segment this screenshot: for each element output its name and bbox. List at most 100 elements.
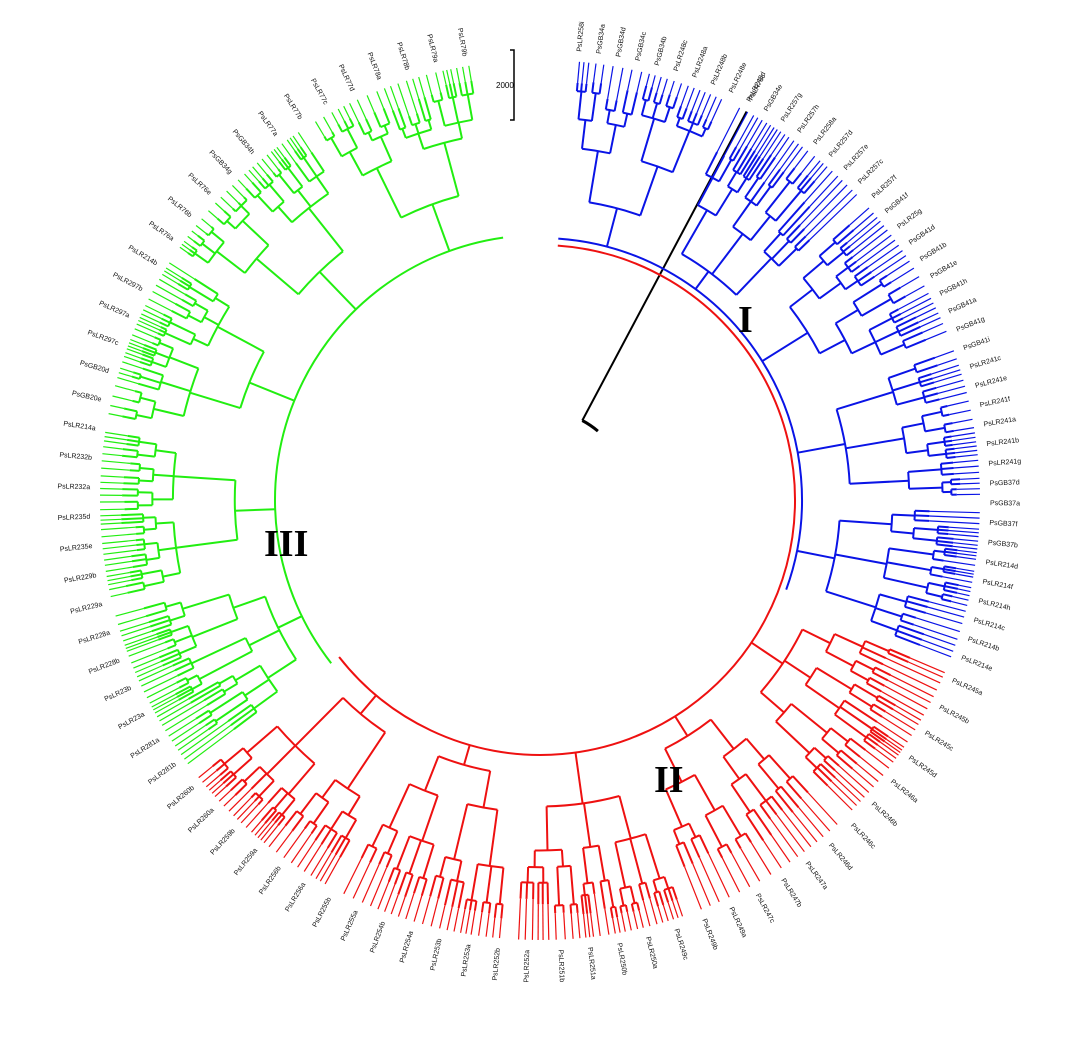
internal-branch-i: [701, 128, 707, 137]
leaf-branch-iii: [171, 722, 200, 742]
internal-branch-i: [797, 239, 811, 252]
internal-branch-iii: [169, 614, 186, 622]
internal-branch-iii: [155, 521, 174, 525]
internal-arc-iii: [185, 677, 190, 684]
tree-leaf-labels: PsLR258i PsGB34a PsGB34d PsGB34c PsGB34b PsLR…: [57, 21, 1021, 983]
leaf-branch-ii: [642, 900, 651, 927]
leaf-branch-iii: [208, 210, 218, 219]
internal-branch-i: [639, 166, 659, 216]
leaf-label: PsGB34d: [615, 27, 627, 58]
leaf-branch-ii: [263, 824, 279, 844]
internal-branch-ii: [457, 882, 465, 909]
leaf-branch-ii: [800, 798, 831, 832]
leaf-branch-iii: [323, 116, 333, 133]
leaf-branch-ii: [721, 857, 741, 893]
leaf-branch-iii: [191, 230, 199, 237]
internal-branch-iii: [423, 96, 432, 120]
internal-arc-iii: [151, 469, 155, 482]
internal-branch-ii: [560, 849, 564, 867]
internal-branch-iii: [141, 350, 155, 357]
leaf-label: PsLR257g: [780, 92, 804, 123]
internal-branch-i: [925, 592, 943, 598]
leaf-label: PsLR254b: [369, 921, 387, 954]
internal-branch-ii: [866, 736, 879, 746]
leaf-branch-ii: [446, 906, 453, 931]
internal-branch-iii: [139, 467, 154, 471]
leaf-branch-iii: [356, 99, 367, 120]
leaf-branch-i: [803, 184, 848, 230]
leaf-branch-iii: [128, 641, 166, 657]
leaf-branch-iii: [107, 575, 131, 582]
leaf-label: PsLR245b: [938, 704, 970, 725]
internal-branch-i: [839, 241, 848, 249]
internal-branch-iii: [184, 293, 197, 302]
leaf-branch-i: [701, 94, 712, 116]
leaf-branch-iii: [252, 166, 263, 179]
internal-branch-iii: [417, 98, 427, 122]
internal-branch-iii: [175, 538, 238, 549]
internal-branch-iii: [197, 234, 206, 242]
leaf-branch-iii: [446, 69, 451, 85]
leaf-branch-i: [934, 350, 955, 359]
internal-branch-iii: [179, 645, 197, 655]
internal-branch-iii: [194, 302, 209, 312]
leaf-branch-ii: [730, 852, 751, 888]
leaf-branch-i: [933, 373, 962, 383]
internal-branch-iii: [154, 336, 161, 341]
leaf-label: PsLR248b: [710, 53, 729, 86]
internal-branch-ii: [775, 720, 811, 754]
leaf-label: PsLR254a: [399, 930, 415, 963]
internal-branch-i: [697, 177, 714, 206]
internal-arc-iii: [182, 368, 200, 417]
internal-arc-ii: [409, 835, 434, 846]
internal-branch-iii: [445, 84, 451, 99]
internal-arc-iii: [341, 147, 358, 158]
leaf-branch-i: [927, 606, 965, 618]
internal-branch-i: [663, 106, 671, 123]
internal-branch-iii: [158, 633, 173, 641]
leaf-branch-iii: [104, 555, 132, 561]
leaf-branch-ii: [439, 905, 446, 929]
leaf-branch-i: [954, 445, 977, 450]
leaf-label: PsLR245c: [923, 730, 955, 753]
leaf-branch-iii: [331, 112, 339, 125]
internal-branch-iii: [253, 690, 278, 710]
internal-branch-iii: [129, 469, 140, 472]
leaf-branch-iii: [142, 309, 162, 320]
internal-branch-ii: [784, 659, 811, 679]
leaf-branch-iii: [261, 158, 274, 174]
internal-arc-ii: [405, 871, 414, 876]
leaf-branch-iii: [349, 103, 360, 123]
internal-branch-i: [905, 338, 927, 349]
internal-branch-iii: [375, 167, 402, 219]
leaf-label: PsLR253b: [430, 938, 444, 972]
leaf-label: PsLR79a: [425, 34, 439, 64]
internal-arc-iii: [142, 526, 146, 534]
leaf-branch-i: [686, 87, 695, 109]
internal-branch-i: [796, 174, 809, 189]
internal-branch-i: [901, 422, 924, 429]
leaf-branch-iii: [244, 173, 253, 184]
internal-branch-i: [906, 449, 929, 455]
internal-arc-i: [852, 301, 863, 317]
internal-branch-ii: [745, 773, 767, 802]
internal-branch-i: [944, 554, 957, 558]
internal-branch-iii: [136, 414, 152, 420]
internal-arc-ii: [705, 804, 724, 817]
internal-arc-ii: [393, 866, 401, 872]
leaf-branch-ii: [827, 785, 853, 811]
leaf-branch-ii: [405, 893, 415, 920]
leaf-branch-ii: [671, 900, 679, 918]
internal-branch-iii: [182, 593, 230, 610]
internal-arc-ii: [804, 747, 816, 758]
internal-branch-i: [942, 413, 950, 417]
internal-branch-ii: [273, 792, 289, 810]
internal-branch-ii: [869, 708, 883, 718]
leaf-branch-i: [855, 234, 892, 263]
internal-branch-iii: [157, 631, 172, 638]
leaf-branch-ii: [531, 898, 534, 940]
clade-branch-ii: [463, 744, 471, 766]
scale-bar-line: [510, 49, 515, 121]
internal-branch-ii: [587, 894, 592, 914]
internal-arc-i: [641, 160, 674, 174]
